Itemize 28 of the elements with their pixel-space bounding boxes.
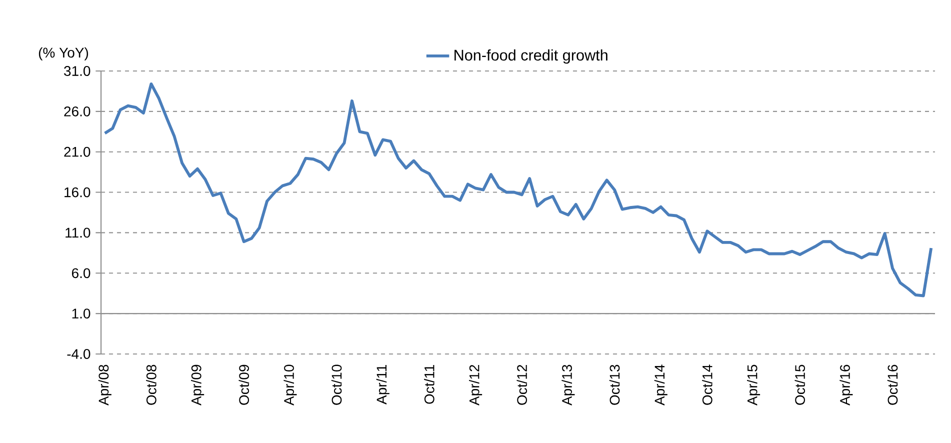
x-tick-label: Apr/11	[376, 364, 390, 404]
x-tick-label: Oct/13	[609, 364, 620, 405]
x-tick-label: Apr/10	[284, 364, 297, 406]
x-tick-label: Oct/10	[331, 364, 342, 405]
x-tick-label: Apr/14	[654, 364, 668, 406]
y-tick-label: 21.0	[64, 146, 90, 157]
x-tick-label: Oct/16	[887, 364, 898, 405]
y-tick-label: 1.0	[72, 308, 90, 319]
x-tick-label: Oct/09	[238, 364, 250, 405]
x-tick-label: Apr/12	[469, 364, 482, 406]
x-tick-label: Oct/15	[794, 364, 806, 405]
y-tick-label: 26.0	[64, 106, 90, 116]
legend-label: Non-food credit growth	[454, 49, 608, 64]
x-tick-label: Oct/12	[516, 364, 528, 405]
y-tick-label: 31.0	[64, 66, 90, 76]
y-axis-title: (% YoY)	[38, 47, 88, 60]
x-tick-label: Apr/09	[191, 364, 204, 406]
x-tick-label: Oct/08	[146, 364, 156, 405]
y-tick-label: -4.0	[67, 349, 90, 359]
x-tick-label: Apr/08	[98, 364, 112, 406]
x-tick-label: Apr/15	[747, 364, 760, 406]
y-tick-label: 6.0	[72, 268, 90, 278]
x-tick-label: Oct/11	[424, 364, 434, 404]
y-tick-label: 11.0	[66, 228, 90, 238]
x-tick-label: Apr/16	[840, 364, 853, 406]
y-tick-label: 16.0	[64, 187, 90, 198]
x-tick-label: Oct/14	[702, 364, 712, 405]
x-tick-label: Apr/13	[562, 364, 575, 406]
